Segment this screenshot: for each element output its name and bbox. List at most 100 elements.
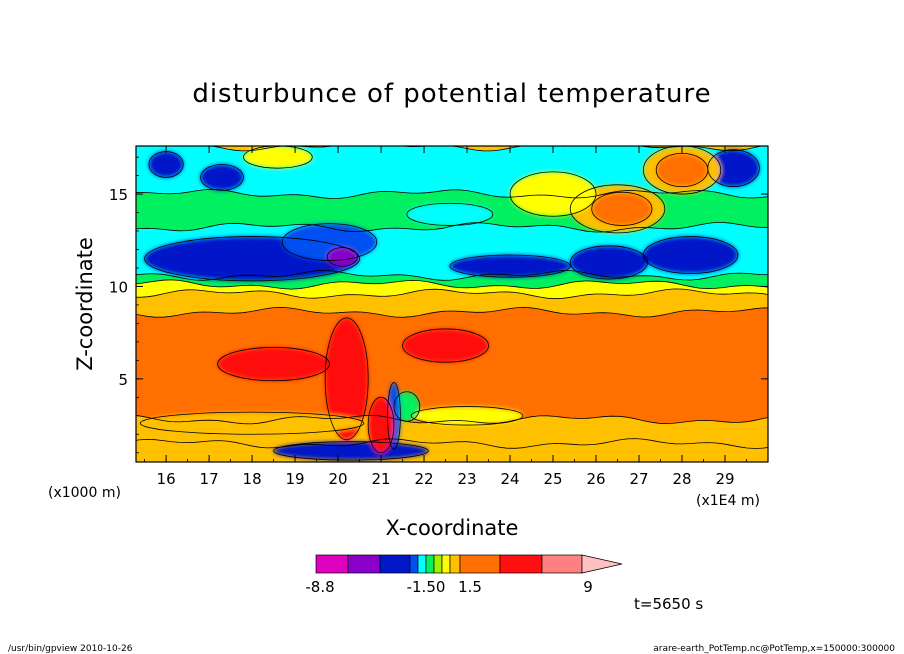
feature-blob [591,192,652,226]
x-tick-label: 27 [629,470,648,488]
feature-blob [707,149,760,187]
colorbar-label: -8.8 [305,578,334,596]
colorbar-swatch [449,554,461,574]
plot-frame [135,145,769,463]
contour-line [509,171,597,217]
contour-line [387,382,401,450]
colorbar-swatch [425,554,435,574]
x-tick-label: 26 [586,470,605,488]
contour-line [136,188,768,199]
contour-line [200,164,244,191]
colorbar-swatch [441,554,451,574]
feature-blob [643,236,738,274]
colorbar-swatch [347,554,381,574]
x-tick-label: 17 [200,470,219,488]
x-tick-label: 24 [500,470,519,488]
x-tick-label: 23 [458,470,477,488]
x-axis-unit: (x1E4 m) [696,493,760,509]
contour-line [406,202,494,226]
feature-blob [411,406,523,426]
feature-blob [140,412,364,435]
colorbar-swatch [409,554,419,574]
y-axis-label: Z-coordinate [73,237,97,371]
band-region [136,279,768,299]
contour-line [281,223,378,261]
contour-line [161,146,764,152]
contour-line [136,438,768,449]
contour-line [144,236,360,282]
colorbar-swatch [433,554,443,574]
y-axis-ticks: 5 10 15 [109,156,768,454]
x-tick-label: 22 [415,470,434,488]
colorbar-swatch [459,554,501,574]
contour-line [273,441,429,461]
x-tick-label: 28 [672,470,691,488]
contour-line [591,191,653,226]
contour-line [136,306,768,318]
feature-blob [402,328,489,363]
plot-area [136,146,768,462]
feature-blob [570,245,648,280]
feature-blob [449,255,571,278]
time-annotation: t=5650 s [634,595,703,613]
feature-blob [656,153,708,187]
colorbar-swatch [499,554,543,574]
colorbar-swatch [417,554,427,574]
x-tick-label: 20 [329,470,348,488]
x-tick-label: 19 [286,470,305,488]
band-region [136,307,768,424]
contour-line [367,396,395,454]
x-tick-label: 29 [715,470,734,488]
feature-blob [200,164,244,191]
contour-line [655,152,709,188]
x-axis-ticks: 16 17 18 19 20 21 22 23 24 25 26 27 28 29 [144,146,769,488]
field-features [140,146,760,461]
x-tick-label: 18 [243,470,262,488]
footer-right: arare-earth_PotTemp.nc@PotTemp,x=150000:… [653,644,895,654]
x-tick-label: 25 [543,470,562,488]
contour-line [410,406,524,426]
colorbar-swatch [541,554,583,574]
contour-line [136,414,768,425]
colorbar: -8.8 -1.50 1.5 9 [305,554,623,596]
contour-line [569,184,666,234]
contour-line [324,317,369,441]
colorbar-swatch [379,554,411,574]
contour-line [136,269,768,281]
feature-blob [406,203,493,226]
contour-lines [136,146,768,461]
contour-line [243,146,313,169]
feature-blob [325,317,369,440]
footer-left: /usr/bin/gpview 2010-10-26 [8,644,133,654]
y-tick-label: 15 [109,186,128,204]
contour-line [402,328,489,363]
y-tick-label: 10 [109,278,128,296]
y-axis-unit: (x1000 m) [48,485,121,501]
feature-blob [327,247,358,267]
contour-line [326,247,358,267]
colorbar-label: 1.5 [458,578,482,596]
contour-line [449,254,571,278]
contour-line [642,146,722,195]
contour-line [136,279,768,290]
contour-line [139,411,365,435]
colorbar-label: -1.50 [407,578,446,596]
contour-line [642,236,739,274]
contour-line [136,288,768,300]
colorbar-swatch [315,554,349,574]
feature-blob [148,151,184,178]
chart-title: disturbunce of potential temperature [192,79,711,109]
feature-blob [217,347,330,381]
y-tick-label: 5 [118,371,128,389]
contour-line [217,347,330,382]
contour-line [393,391,421,422]
x-axis-label: X-coordinate [386,516,519,540]
colorbar-label: 9 [583,578,593,596]
x-tick-label: 16 [157,470,176,488]
band-region [136,288,768,318]
colorbar-extend-arrow [581,554,623,574]
contour-line [136,222,768,233]
x-tick-label: 21 [372,470,391,488]
feature-blob [510,171,597,217]
